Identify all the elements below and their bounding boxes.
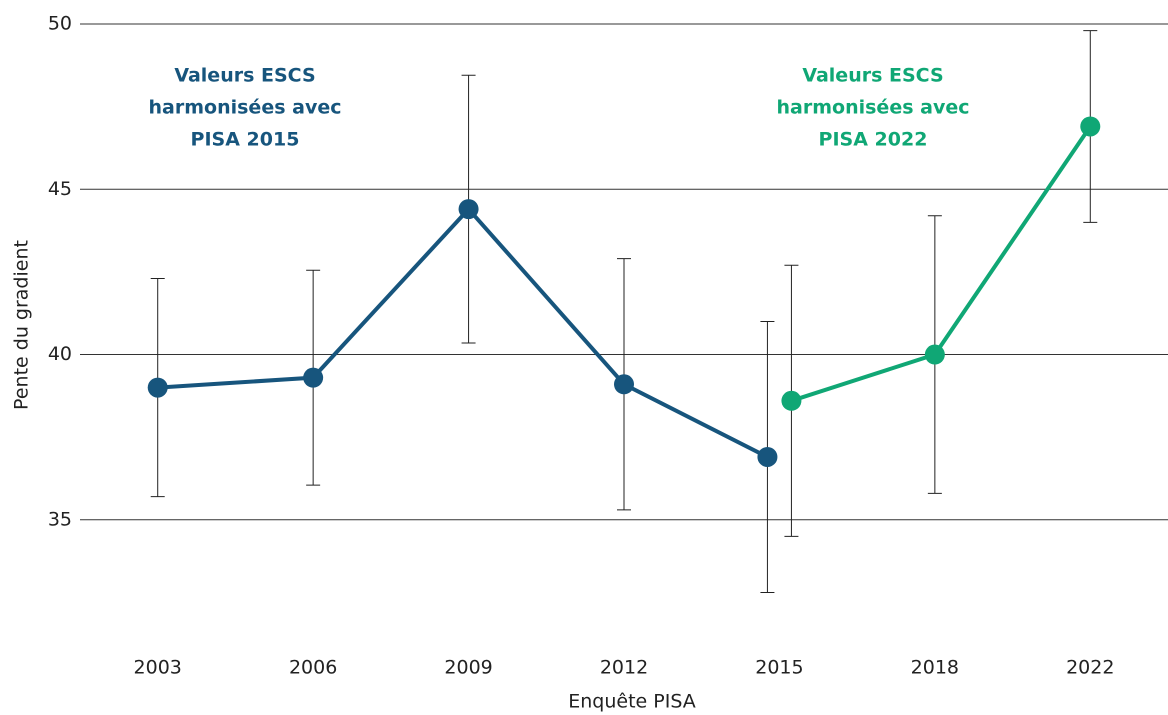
y-axis-label: Pente du gradient bbox=[11, 240, 33, 410]
data-point bbox=[924, 344, 945, 365]
data-point bbox=[614, 374, 634, 395]
annotation: Valeurs ESCS bbox=[802, 65, 943, 87]
x-axis-label: Enquête PISA bbox=[568, 691, 696, 713]
y-tick-label: 45 bbox=[48, 178, 72, 200]
data-point bbox=[1080, 116, 1101, 137]
annotation: PISA 2015 bbox=[191, 129, 300, 151]
x-tick-label: 2003 bbox=[134, 657, 182, 679]
y-tick-label: 35 bbox=[48, 508, 72, 530]
x-tick-label: 2022 bbox=[1066, 657, 1114, 679]
annotation: Valeurs ESCS bbox=[174, 65, 315, 87]
x-tick-label: 2018 bbox=[911, 657, 959, 679]
series-line bbox=[157, 206, 769, 459]
x-tick-label: 2009 bbox=[444, 657, 492, 679]
data-point bbox=[757, 446, 778, 467]
annotation: harmonisées avec bbox=[777, 97, 970, 119]
data-point bbox=[458, 199, 479, 220]
x-tick-label: 2006 bbox=[289, 657, 337, 679]
annotation: PISA 2022 bbox=[819, 129, 928, 151]
data-point bbox=[147, 377, 168, 398]
y-tick-label: 50 bbox=[48, 13, 72, 35]
y-tick-label: 40 bbox=[48, 343, 72, 365]
data-point bbox=[303, 367, 324, 388]
x-tick-label: 2012 bbox=[600, 657, 648, 679]
annotation: harmonisées avec bbox=[149, 97, 342, 119]
x-tick-label: 2015 bbox=[755, 657, 803, 679]
data-point bbox=[781, 390, 802, 411]
